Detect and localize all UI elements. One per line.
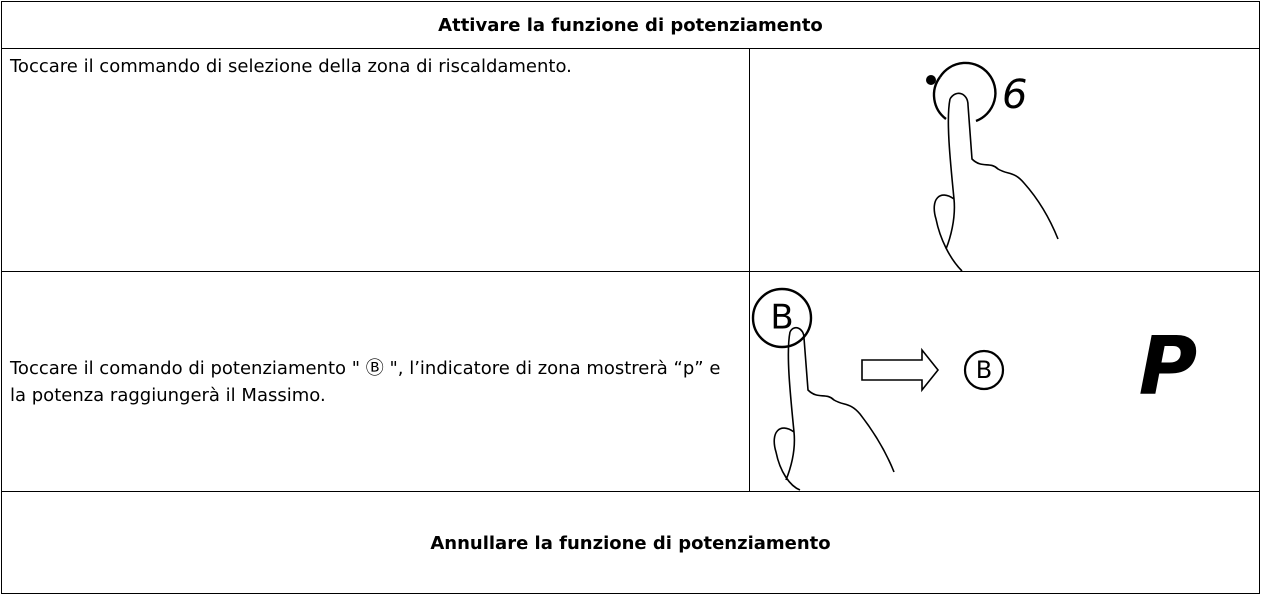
boost-button-label: B	[770, 298, 793, 338]
hand-drawing	[773, 326, 940, 491]
indicator-dot	[926, 75, 936, 85]
boost-illustration: B B P	[751, 287, 1198, 491]
step-text: Toccare il comando di potenziamento " Ⓑ …	[1, 271, 750, 492]
table-footer: Annullare la funzione di potenziamento	[1, 491, 1260, 594]
touch-illustration: 6	[926, 61, 1059, 271]
step-illustration: B B P	[749, 271, 1260, 492]
table-header: Attivare la funzione di potenziamento	[1, 1, 1260, 49]
boost-button	[751, 287, 813, 349]
zone-display: 6	[1002, 72, 1027, 118]
zone-display: P	[1139, 320, 1198, 413]
boost-button	[963, 349, 1005, 391]
boost-button-label: B	[976, 356, 992, 384]
hand-drawing	[932, 61, 1059, 271]
step-text: Toccare il commando di selezione della z…	[1, 48, 750, 272]
step-illustration: 6	[749, 48, 1260, 272]
